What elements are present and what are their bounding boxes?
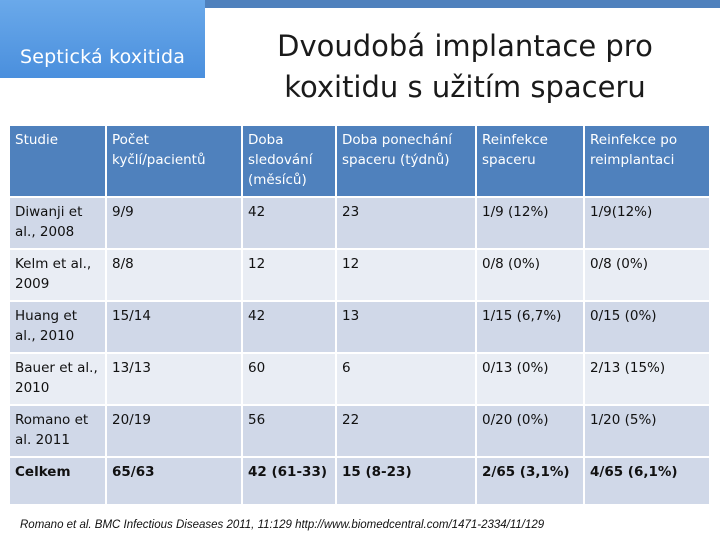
table-row: Huang et al., 2010 15/14 42 13 1/15 (6,7… (10, 301, 711, 354)
table-cell: 0/8 (0%) (584, 249, 711, 302)
table-cell: 1/15 (6,7%) (476, 301, 585, 354)
table-cell: 1/9(12%) (584, 197, 711, 250)
table-cell: Diwanji et al., 2008 (10, 197, 107, 250)
header-cell: Počet kyčlí/pacientů (106, 126, 243, 198)
table-cell: 2/13 (15%) (584, 353, 711, 406)
header-cell: Doba ponechání spaceru (týdnů) (336, 126, 477, 198)
table-cell: 0/13 (0%) (476, 353, 585, 406)
table-cell: Kelm et al., 2009 (10, 249, 107, 302)
table-cell: 15/14 (106, 301, 243, 354)
header-cell: Reinfekce spaceru (476, 126, 585, 198)
header-cell: Doba sledování (měsíců) (242, 126, 337, 198)
section-banner: Septická koxitida (0, 0, 205, 78)
table-cell: 0/8 (0%) (476, 249, 585, 302)
table-cell: 20/19 (106, 405, 243, 458)
total-cell: 15 (8-23) (336, 457, 477, 506)
table-cell: Bauer et al., 2010 (10, 353, 107, 406)
table-row: Bauer et al., 2010 13/13 60 6 0/13 (0%) … (10, 353, 711, 406)
table-total-row: Celkem 65/63 42 (61-33) 15 (8-23) 2/65 (… (10, 457, 711, 506)
table-cell: 9/9 (106, 197, 243, 250)
table-cell: 42 (242, 197, 337, 250)
total-cell: 2/65 (3,1%) (476, 457, 585, 506)
title-line-2: koxitidu s užitím spaceru (284, 70, 646, 104)
table-header-row: Studie Počet kyčlí/pacientů Doba sledová… (10, 126, 711, 198)
table-cell: 0/15 (0%) (584, 301, 711, 354)
table-cell: 23 (336, 197, 477, 250)
table-cell: 0/20 (0%) (476, 405, 585, 458)
table-cell: 6 (336, 353, 477, 406)
table-cell: 12 (336, 249, 477, 302)
top-accent-strip (0, 0, 720, 8)
slide-title: Dvoudobá implantace pro koxitidu s užití… (230, 26, 700, 108)
table-row: Romano et al. 2011 20/19 56 22 0/20 (0%)… (10, 405, 711, 458)
table-cell: 13 (336, 301, 477, 354)
header-cell: Reinfekce po reimplantaci (584, 126, 711, 198)
table-cell: Romano et al. 2011 (10, 405, 107, 458)
total-cell: 65/63 (106, 457, 243, 506)
citation-footer: Romano et al. BMC Infectious Diseases 20… (20, 519, 545, 531)
header-cell: Studie (10, 126, 107, 198)
total-cell: Celkem (10, 457, 107, 506)
table-row: Kelm et al., 2009 8/8 12 12 0/8 (0%) 0/8… (10, 249, 711, 302)
table-cell: 1/20 (5%) (584, 405, 711, 458)
results-table: Studie Počet kyčlí/pacientů Doba sledová… (10, 126, 711, 506)
table-cell: 56 (242, 405, 337, 458)
table-cell: 1/9 (12%) (476, 197, 585, 250)
table-cell: 8/8 (106, 249, 243, 302)
table-row: Diwanji et al., 2008 9/9 42 23 1/9 (12%)… (10, 197, 711, 250)
table-cell: 22 (336, 405, 477, 458)
banner-label: Septická koxitida (20, 46, 186, 68)
table-cell: 12 (242, 249, 337, 302)
total-cell: 4/65 (6,1%) (584, 457, 711, 506)
table-cell: Huang et al., 2010 (10, 301, 107, 354)
table-cell: 60 (242, 353, 337, 406)
table-cell: 42 (242, 301, 337, 354)
title-line-1: Dvoudobá implantace pro (277, 29, 653, 63)
total-cell: 42 (61-33) (242, 457, 337, 506)
table-cell: 13/13 (106, 353, 243, 406)
